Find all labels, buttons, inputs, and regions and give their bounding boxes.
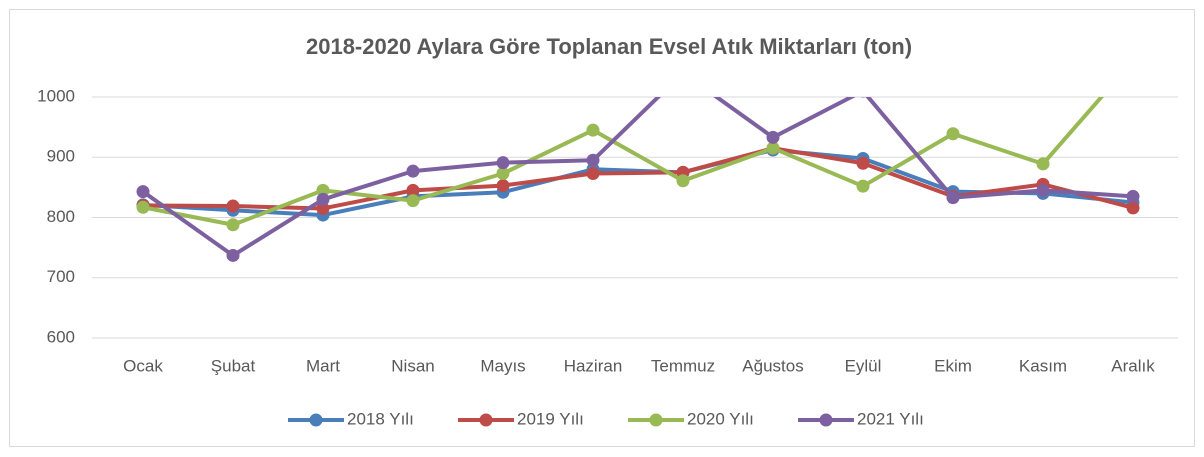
data-point <box>406 194 420 208</box>
data-point <box>766 141 780 155</box>
data-point <box>496 156 510 170</box>
chart-title: 2018-2020 Aylara Göre Toplanan Evsel Atı… <box>306 34 912 59</box>
data-point <box>226 199 240 213</box>
data-point <box>316 183 330 197</box>
data-point <box>226 248 240 262</box>
data-point <box>856 156 870 170</box>
data-point <box>496 167 510 181</box>
data-point <box>856 179 870 193</box>
data-point <box>946 191 960 205</box>
data-point <box>226 218 240 232</box>
data-point <box>316 201 330 215</box>
series-line <box>142 148 1134 218</box>
legend-label: 2020 Yılı <box>687 409 754 428</box>
data-point <box>946 127 960 141</box>
data-point <box>1126 201 1140 215</box>
data-point <box>1036 183 1050 197</box>
data-point <box>860 97 866 98</box>
x-tick-label: Şubat <box>211 356 256 375</box>
y-tick-label: 700 <box>47 267 75 286</box>
x-tick-label: Ekim <box>934 356 972 375</box>
y-tick-label: 600 <box>47 327 75 346</box>
x-tick-label: Aralık <box>1111 356 1155 375</box>
legend-marker <box>309 413 323 427</box>
chart-border <box>9 9 1195 447</box>
legend-marker <box>819 413 833 427</box>
y-tick-label: 900 <box>47 147 75 166</box>
y-tick-label: 800 <box>47 207 75 226</box>
data-point <box>316 192 330 206</box>
data-point <box>136 200 150 214</box>
series-line <box>141 97 1134 258</box>
x-tick-label: Mayıs <box>480 356 525 375</box>
y-tick-label: 1000 <box>37 86 75 105</box>
data-point <box>406 164 420 178</box>
data-point <box>766 130 780 144</box>
legend-label: 2018 Yılı <box>347 409 414 428</box>
x-tick-label: Nisan <box>391 356 434 375</box>
data-point <box>586 167 600 181</box>
data-point <box>586 123 600 137</box>
x-tick-label: Ağustos <box>742 356 803 375</box>
x-tick-label: Haziran <box>564 356 623 375</box>
legend-marker <box>479 413 493 427</box>
x-tick-label: Eylül <box>845 356 882 375</box>
legend-marker <box>649 413 663 427</box>
x-tick-label: Ocak <box>123 356 163 375</box>
x-tick-label: Mart <box>306 356 340 375</box>
series-line <box>142 97 1105 227</box>
data-point <box>1126 189 1140 203</box>
data-point <box>406 183 420 197</box>
data-point <box>1036 157 1050 171</box>
data-point <box>676 174 690 188</box>
legend-label: 2021 Yılı <box>857 409 924 428</box>
x-tick-label: Kasım <box>1019 356 1067 375</box>
data-point <box>136 185 150 199</box>
x-tick-label: Temmuz <box>651 356 715 375</box>
legend-label: 2019 Yılı <box>517 409 584 428</box>
data-point <box>496 179 510 193</box>
data-point <box>586 153 600 167</box>
